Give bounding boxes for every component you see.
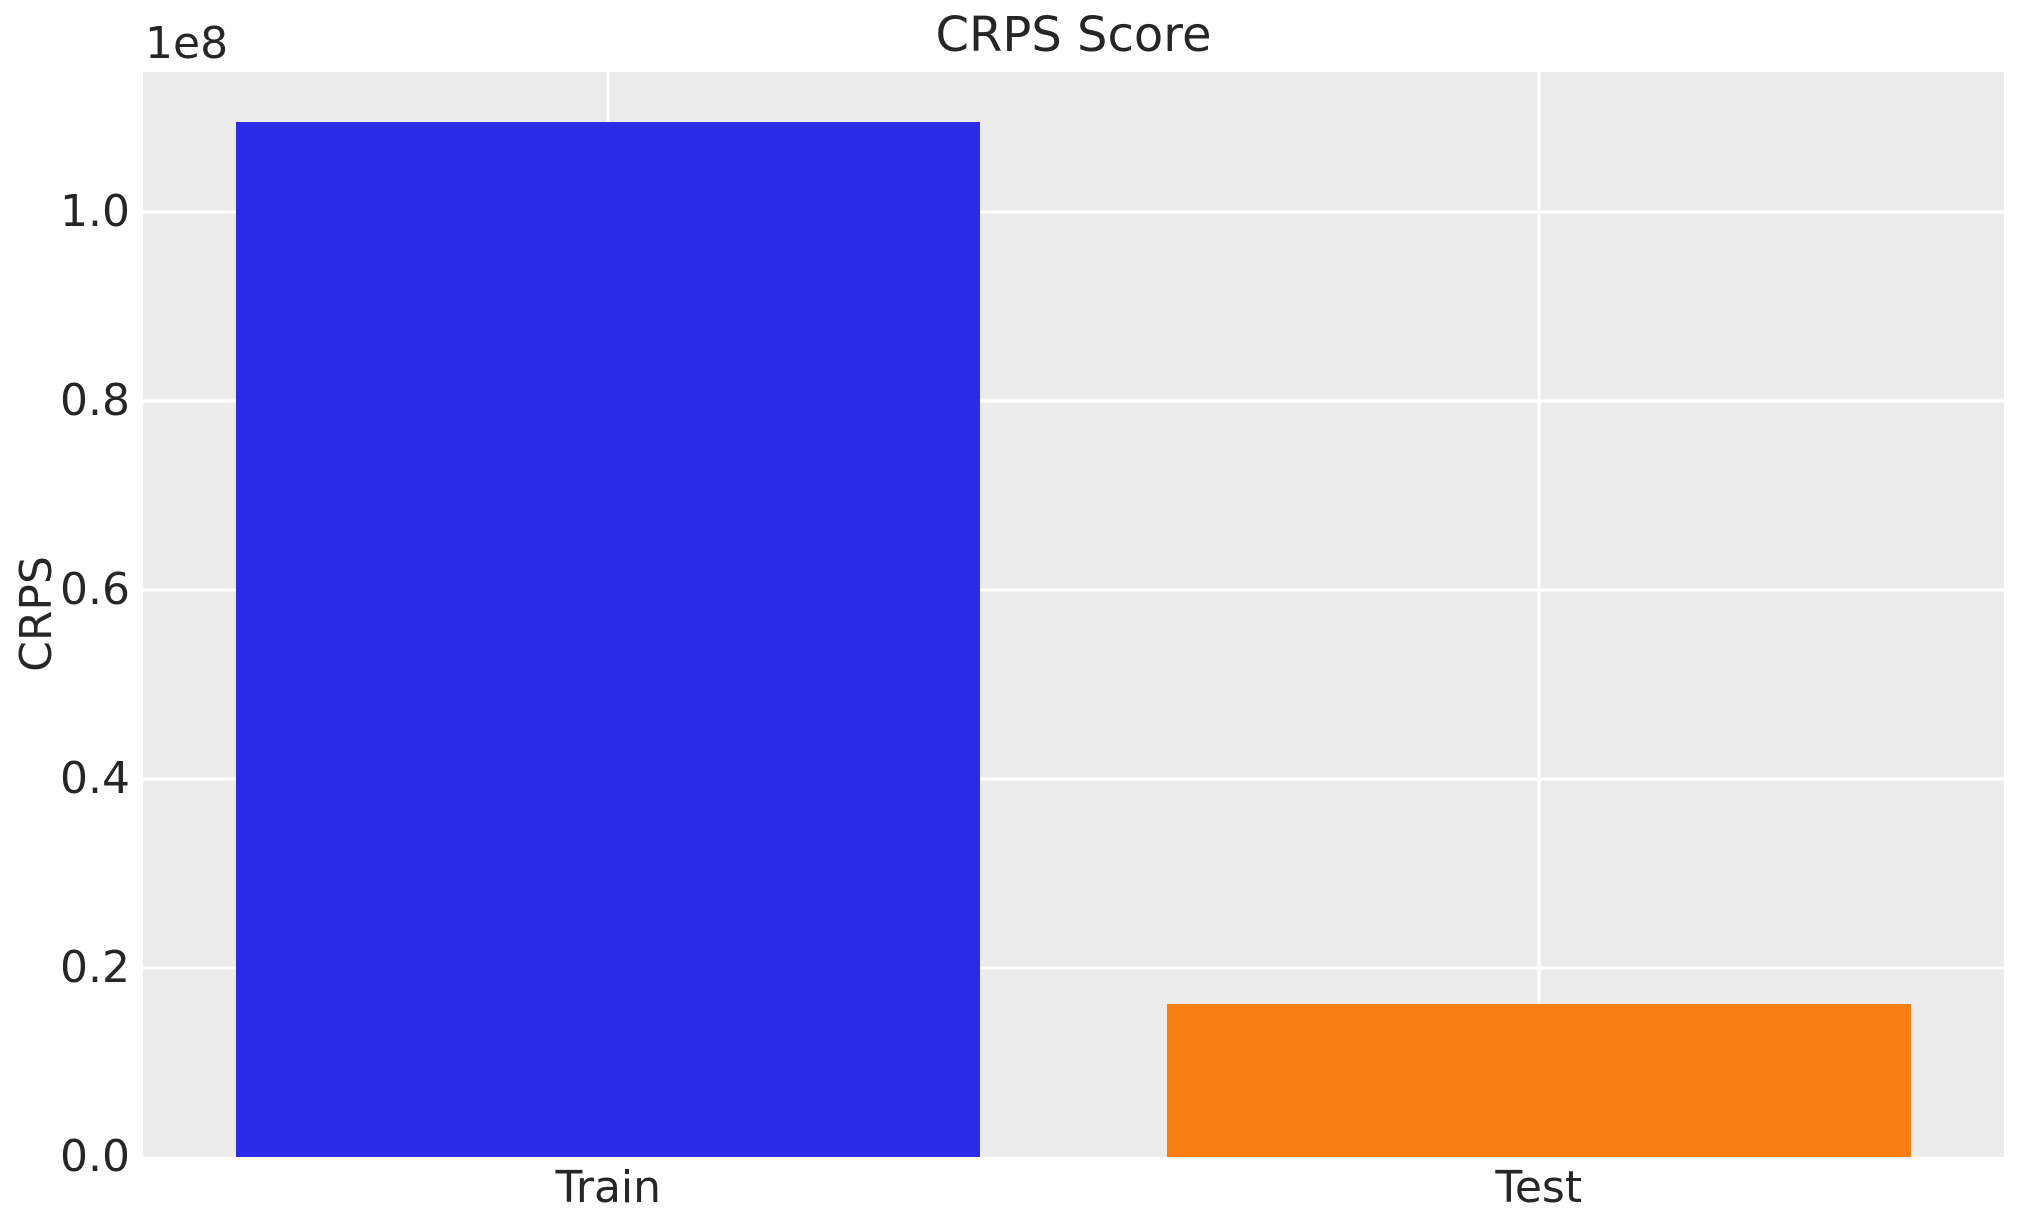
gridline-x-test xyxy=(1537,72,1541,1157)
plot-area xyxy=(143,72,2004,1157)
bar-train xyxy=(236,122,980,1157)
y-tick-label-0.4: 0.4 xyxy=(60,752,130,804)
gridline-y-0.8 xyxy=(143,399,2004,403)
gridline-y-0.4 xyxy=(143,777,2004,781)
y-tick-label-0.2: 0.2 xyxy=(60,941,130,993)
x-tick-label-train: Train xyxy=(555,1162,662,1213)
bar-test xyxy=(1167,1004,1911,1157)
gridline-y-0.2 xyxy=(143,966,2004,970)
y-tick-label-0.8: 0.8 xyxy=(60,374,130,426)
gridline-y-0.6 xyxy=(143,588,2004,592)
x-tick-label-test: Test xyxy=(1495,1162,1583,1213)
y-tick-label-0.6: 0.6 xyxy=(60,563,130,615)
y-tick-label-1.0: 1.0 xyxy=(60,185,130,237)
y-axis-offset-label: 1e8 xyxy=(145,18,229,69)
gridline-y-1.0 xyxy=(143,210,2004,214)
chart-title: CRPS Score xyxy=(935,7,1212,63)
y-tick-label-0.0: 0.0 xyxy=(60,1131,130,1182)
